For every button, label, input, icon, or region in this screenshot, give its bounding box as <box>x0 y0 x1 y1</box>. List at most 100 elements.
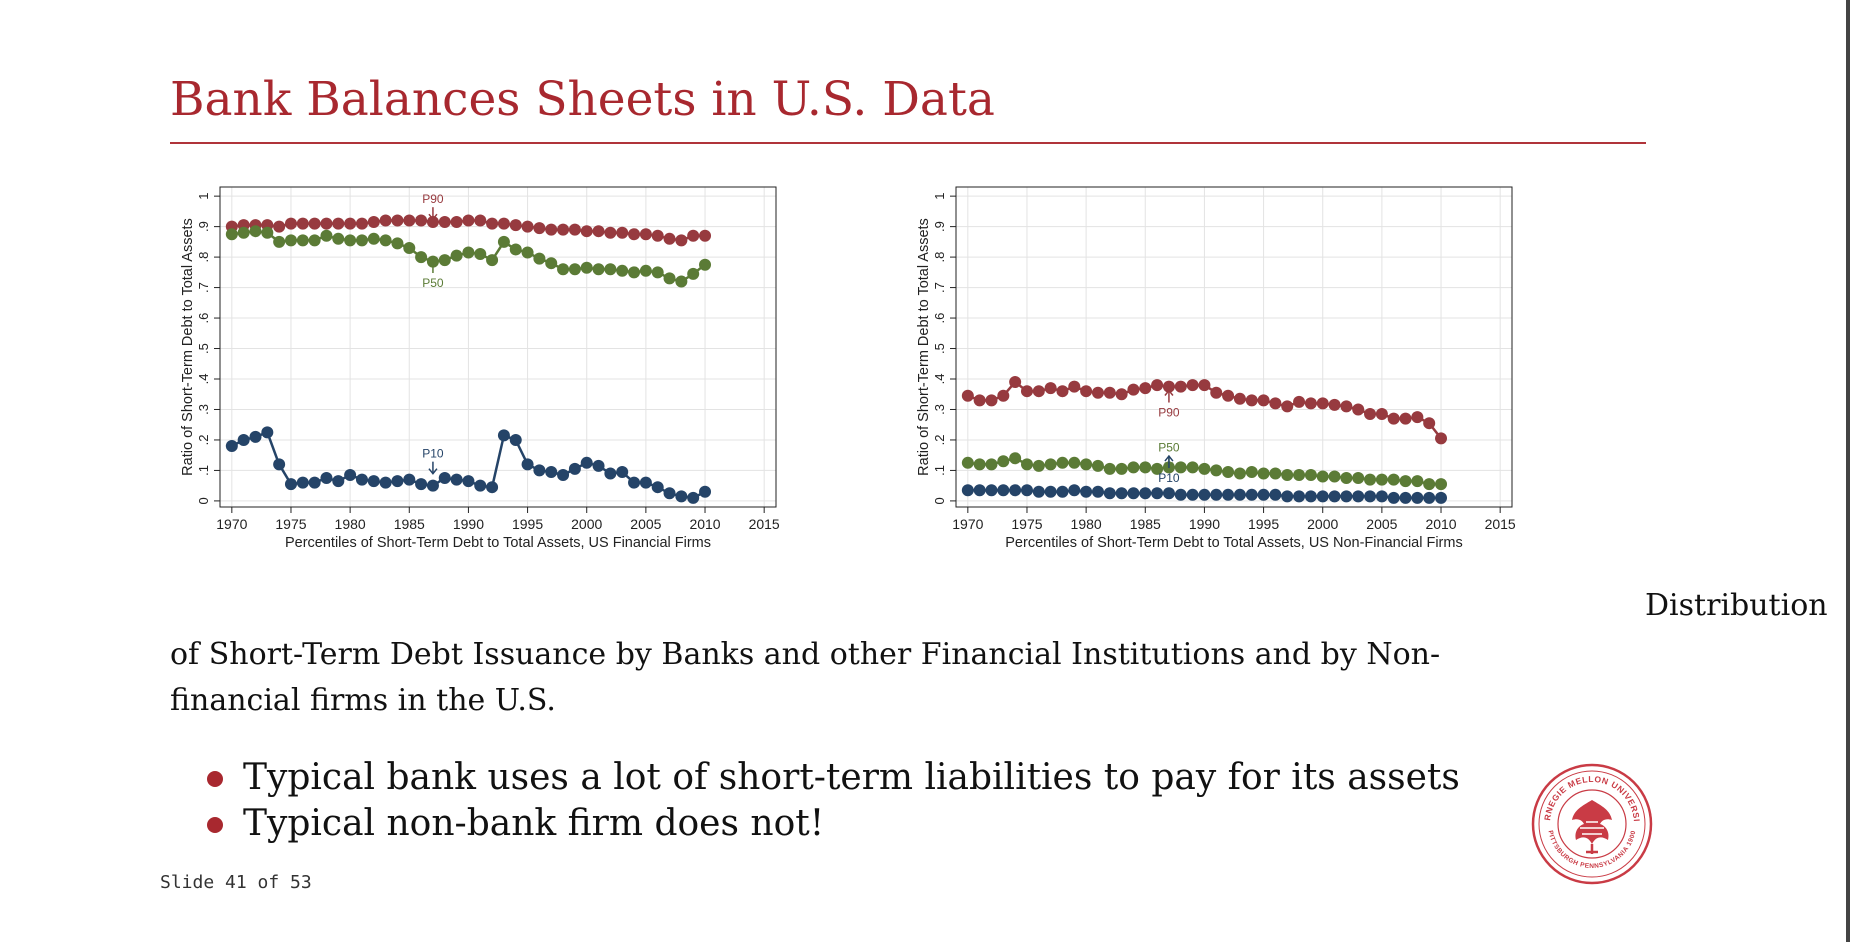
data-point-p50 <box>568 263 581 276</box>
data-point-p90 <box>1080 385 1093 398</box>
data-point-p50 <box>261 226 274 239</box>
data-point-p90 <box>533 222 546 235</box>
y-axis-title: Ratio of Short-Term Debt to Total Assets <box>916 218 932 476</box>
data-point-p90 <box>379 214 392 227</box>
slide-title: Bank Balances Sheets in U.S. Data <box>170 72 995 127</box>
data-point-p10 <box>699 485 712 498</box>
data-point-p90 <box>1009 376 1022 389</box>
data-point-p10 <box>486 481 499 494</box>
data-point-p90 <box>438 216 451 229</box>
data-point-p10 <box>225 440 238 453</box>
data-point-p50 <box>557 263 570 276</box>
y-tick-label: .9 <box>196 221 211 232</box>
data-point-p90 <box>1233 392 1246 405</box>
data-point-p50 <box>1328 470 1341 483</box>
data-point-p10 <box>1423 491 1436 504</box>
data-point-p90 <box>997 389 1010 402</box>
data-point-p10 <box>1411 491 1424 504</box>
data-point-p50 <box>497 235 510 248</box>
data-point-p50 <box>450 249 463 262</box>
data-point-p90 <box>1435 432 1448 445</box>
data-point-p90 <box>1186 379 1199 392</box>
data-point-p90 <box>1115 388 1128 401</box>
data-point-p10 <box>1269 488 1282 501</box>
data-point-p50 <box>985 458 998 471</box>
data-point-p10 <box>284 478 297 491</box>
series-label-p50: P50 <box>422 276 444 290</box>
data-point-p90 <box>497 217 510 230</box>
y-tick-label: .1 <box>196 465 211 476</box>
data-point-p10 <box>1056 485 1069 498</box>
data-point-p50 <box>604 263 617 276</box>
data-point-p50 <box>225 228 238 241</box>
data-point-p50 <box>1281 469 1294 481</box>
x-axis-title: Percentiles of Short-Term Debt to Total … <box>1005 535 1462 551</box>
data-point-p10 <box>261 426 274 439</box>
y-tick-label: .1 <box>932 465 947 476</box>
y-tick-label: .4 <box>196 374 211 385</box>
data-point-p90 <box>961 389 974 402</box>
data-point-p50 <box>308 234 321 247</box>
data-point-p50 <box>415 251 428 264</box>
data-point-p10 <box>1186 488 1199 501</box>
data-point-p90 <box>1423 417 1436 430</box>
data-point-p10 <box>1387 491 1400 504</box>
data-point-p10 <box>1009 484 1022 497</box>
data-point-p10 <box>651 481 664 494</box>
data-point-p50 <box>1304 469 1317 481</box>
window-edge <box>1846 0 1850 942</box>
data-point-p90 <box>1127 383 1140 396</box>
data-point-p10 <box>415 478 428 491</box>
data-point-p50 <box>997 455 1010 468</box>
data-point-p50 <box>1257 467 1270 480</box>
x-tick-label: 2005 <box>630 516 661 532</box>
series-label-p90: P90 <box>422 192 444 206</box>
data-point-p90 <box>1068 380 1081 393</box>
data-point-p90 <box>1174 380 1187 393</box>
data-point-p90 <box>1151 379 1164 392</box>
data-point-p10 <box>1151 487 1164 500</box>
data-point-p90 <box>592 225 605 238</box>
data-point-p50 <box>1044 458 1057 471</box>
data-point-p50 <box>296 234 309 247</box>
y-tick-label: .2 <box>932 435 947 446</box>
data-point-p10 <box>273 458 286 471</box>
data-point-p10 <box>628 476 641 489</box>
data-point-p50 <box>284 234 297 247</box>
data-point-p90 <box>628 228 641 241</box>
slide-counter: Slide 41 of 53 <box>160 872 312 893</box>
data-point-p50 <box>521 246 534 259</box>
data-point-p10 <box>973 484 986 497</box>
data-point-p10 <box>1174 488 1187 501</box>
x-tick-label: 2000 <box>1307 516 1338 532</box>
data-point-p50 <box>438 254 451 267</box>
data-point-p90 <box>663 232 676 245</box>
series-arrowhead-p10 <box>428 468 438 475</box>
data-point-p90 <box>1210 386 1223 399</box>
data-point-p90 <box>1091 386 1104 399</box>
x-tick-label: 1990 <box>1189 516 1220 532</box>
data-point-p90 <box>332 217 345 230</box>
data-point-p50 <box>355 234 368 247</box>
data-point-p50 <box>273 235 286 248</box>
y-tick-label: 1 <box>196 193 211 200</box>
plot-frame <box>955 186 1513 508</box>
y-tick-label: .5 <box>932 343 947 354</box>
data-point-p90 <box>521 220 534 233</box>
data-point-p90 <box>273 220 286 233</box>
y-tick-label: 0 <box>196 497 211 504</box>
x-tick-label: 1970 <box>216 516 247 532</box>
data-point-p50 <box>592 263 605 276</box>
data-point-p50 <box>675 275 688 288</box>
y-axis-title: Ratio of Short-Term Debt to Total Assets <box>180 218 196 476</box>
data-point-p90 <box>1198 379 1211 392</box>
data-point-p90 <box>1162 380 1175 393</box>
data-point-p50 <box>663 272 676 285</box>
y-tick-label: .3 <box>196 404 211 415</box>
bullet-text: Typical non-bank firm does not! <box>243 803 825 844</box>
chart-svg-nonfinancial: 0 .1 .2 .3 .4 .5 .6 .7 .8 .9 1 1970 1975 1980 1985 1990… <box>916 186 1516 551</box>
data-point-p10 <box>474 479 487 492</box>
data-point-p10 <box>379 476 392 489</box>
data-point-p10 <box>687 491 700 504</box>
data-point-p90 <box>687 229 700 242</box>
